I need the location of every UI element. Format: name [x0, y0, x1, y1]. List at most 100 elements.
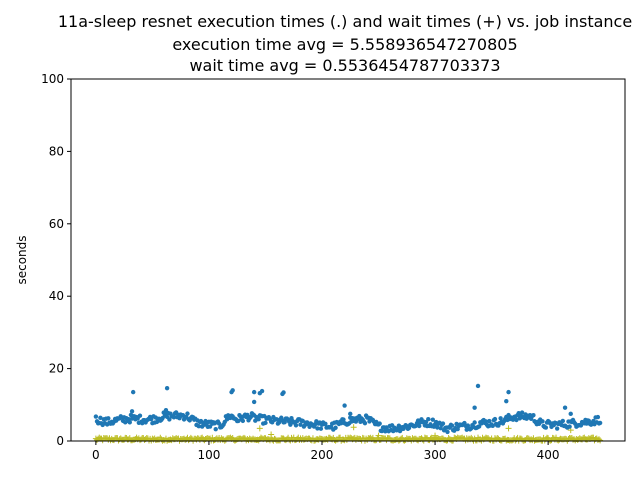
execution-point — [274, 417, 279, 422]
execution-point — [540, 419, 545, 424]
execution-point — [315, 426, 320, 431]
execution-point — [440, 421, 446, 426]
execution-point — [185, 411, 190, 416]
x-tick-label: 100 — [197, 448, 220, 462]
x-axis: 0 100 200 300 400 — [92, 441, 560, 462]
wait-point — [268, 431, 275, 438]
execution-point — [543, 425, 549, 430]
wait-point — [505, 425, 512, 432]
execution-point — [106, 416, 111, 421]
execution-point — [514, 417, 519, 423]
execution-point — [167, 417, 172, 422]
execution-point — [300, 418, 305, 424]
execution-point — [472, 405, 477, 410]
execution-point — [476, 424, 482, 429]
y-tick-label: 20 — [49, 362, 64, 376]
x-tick-label: 400 — [537, 448, 560, 462]
execution-point — [379, 428, 385, 434]
execution-point — [504, 398, 509, 404]
execution-point — [487, 418, 492, 424]
execution-point — [216, 421, 222, 426]
execution-point — [483, 419, 489, 424]
execution-point — [263, 420, 268, 426]
execution-point — [595, 414, 601, 420]
execution-point — [426, 416, 431, 422]
execution-point — [230, 388, 235, 393]
execution-point — [423, 419, 429, 425]
wait-point — [256, 425, 263, 432]
y-tick-label: 40 — [49, 289, 64, 303]
x-tick-label: 300 — [424, 448, 447, 462]
y-tick-label: 0 — [56, 434, 64, 448]
execution-point — [293, 423, 299, 428]
x-tick-label: 0 — [92, 448, 100, 462]
execution-point — [490, 423, 495, 429]
y-axis: 0 20 40 60 80 100 — [41, 72, 71, 448]
execution-point — [597, 420, 603, 426]
execution-point — [519, 410, 525, 415]
execution-point — [171, 415, 177, 420]
chart-title-line-3: wait time avg = 0.5536454787703373 — [189, 56, 500, 75]
plot-frame — [70, 78, 626, 442]
execution-point — [318, 426, 324, 431]
y-tick-label: 60 — [49, 217, 64, 231]
y-tick-label: 80 — [49, 144, 64, 158]
execution-point — [164, 385, 170, 391]
execution-point — [251, 399, 257, 405]
wait-point — [375, 432, 382, 439]
execution-point — [196, 424, 201, 429]
execution-point — [282, 419, 287, 425]
execution-point — [554, 426, 560, 431]
execution-point — [256, 416, 261, 422]
execution-point — [562, 405, 568, 410]
x-tick-label: 200 — [311, 448, 334, 462]
execution-point — [93, 414, 99, 419]
execution-point — [362, 420, 368, 426]
execution-point — [348, 411, 353, 417]
execution-point — [130, 389, 136, 395]
execution-point — [472, 420, 477, 425]
execution-point — [449, 423, 455, 428]
execution-point — [240, 418, 246, 424]
execution-point — [342, 403, 347, 408]
wait-point — [597, 437, 604, 444]
wait-point — [432, 432, 439, 439]
execution-point — [288, 422, 293, 427]
execution-point — [567, 424, 572, 429]
execution-point — [435, 425, 440, 430]
execution-point — [298, 422, 303, 427]
execution-point — [445, 429, 450, 435]
y-axis-label: seconds — [15, 235, 29, 284]
execution-point — [323, 421, 328, 426]
execution-point — [245, 412, 250, 418]
execution-point — [281, 390, 286, 395]
execution-point — [531, 413, 536, 418]
execution-point — [339, 420, 344, 426]
wait-series — [92, 424, 604, 444]
execution-point — [341, 417, 346, 422]
execution-point — [213, 426, 218, 432]
execution-point — [396, 423, 402, 428]
execution-point — [438, 426, 443, 431]
execution-point — [127, 420, 132, 425]
execution-point — [475, 383, 481, 389]
execution-point — [163, 408, 169, 413]
execution-point — [129, 409, 135, 414]
execution-point — [377, 421, 382, 426]
chart-title-line-2: execution time avg = 5.558936547270805 — [172, 35, 517, 54]
chart-title-line-1: 11a-sleep resnet execution times (.) and… — [58, 12, 632, 31]
execution-point — [506, 389, 511, 395]
execution-point — [492, 416, 498, 422]
execution-point — [333, 425, 338, 430]
execution-point — [430, 417, 435, 422]
execution-point — [417, 423, 422, 429]
execution-point — [137, 413, 143, 418]
execution-series — [93, 383, 603, 435]
wait-point — [350, 424, 357, 431]
execution-point — [568, 411, 573, 417]
execution-point — [251, 389, 257, 395]
execution-point — [259, 388, 265, 394]
y-tick-label: 100 — [41, 72, 64, 86]
